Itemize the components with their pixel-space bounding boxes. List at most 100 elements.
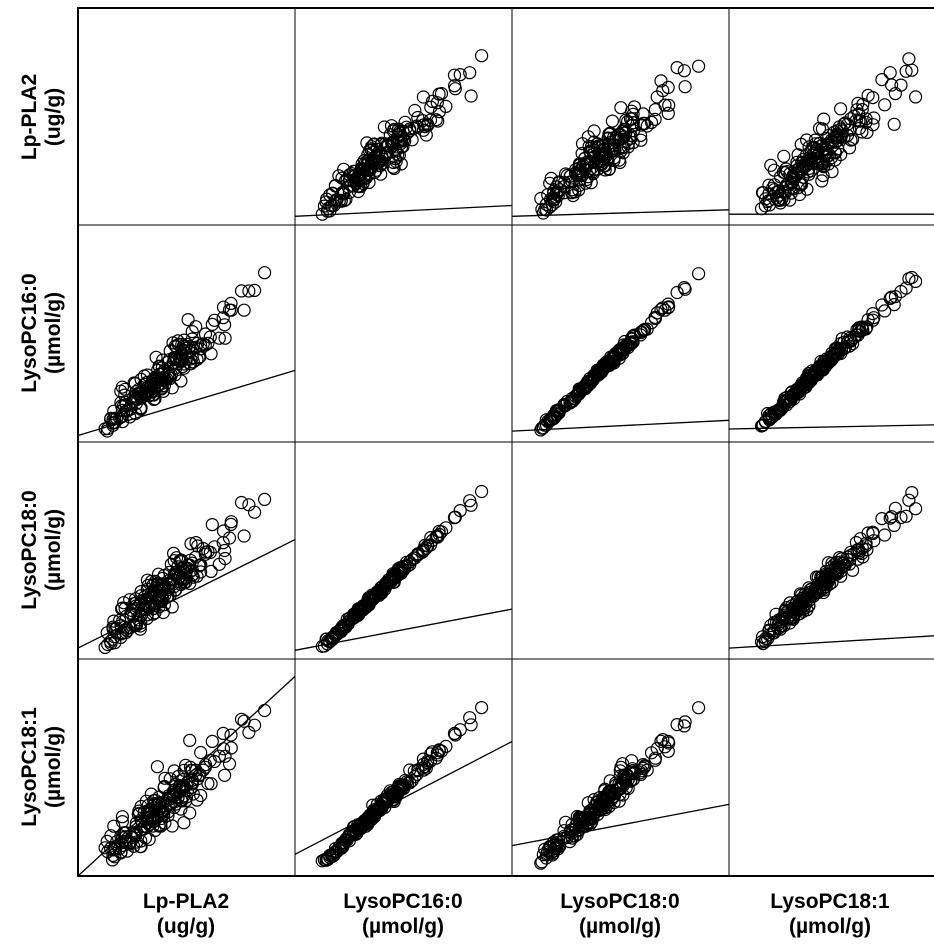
data-point — [563, 396, 577, 410]
fit-line-r2-c1 — [294, 608, 513, 651]
data-point — [833, 102, 848, 116]
data-point — [100, 626, 114, 640]
data-point — [590, 141, 604, 155]
data-point — [790, 594, 804, 609]
col-label-lysopc180-unit: (µmol/g) — [579, 915, 661, 938]
data-point — [618, 124, 632, 138]
data-point — [475, 49, 489, 63]
data-point — [439, 521, 453, 535]
data-point — [205, 517, 219, 532]
data-point — [627, 328, 642, 342]
col-label-lysopc180-name: LysoPC18:0 — [560, 890, 679, 913]
data-point — [416, 752, 430, 766]
panel-points-r0-c3 — [754, 52, 923, 216]
data-point — [633, 128, 648, 142]
data-point — [463, 494, 477, 508]
panel-r1-c1 — [294, 224, 513, 443]
data-point — [398, 560, 412, 574]
data-point — [184, 537, 198, 551]
data-point — [786, 602, 800, 616]
data-point — [607, 350, 621, 364]
data-point — [323, 188, 337, 202]
data-point — [670, 60, 684, 75]
data-point — [809, 151, 823, 165]
fit-line-r0-c2 — [511, 209, 730, 217]
data-point — [224, 741, 238, 755]
data-point — [475, 700, 489, 715]
data-point — [194, 558, 208, 572]
panel-r3-c1 — [294, 658, 513, 877]
data-point — [212, 557, 226, 571]
data-point — [677, 64, 691, 78]
data-point — [627, 767, 642, 781]
data-point — [607, 786, 621, 800]
data-point — [388, 152, 403, 166]
data-point — [636, 107, 650, 121]
data-point — [401, 776, 415, 791]
data-point — [128, 377, 142, 391]
data-point — [654, 734, 668, 748]
data-point — [851, 542, 866, 556]
data-point — [780, 600, 794, 615]
data-point — [650, 741, 664, 756]
data-point — [539, 851, 553, 865]
data-point — [191, 336, 205, 350]
data-point — [777, 398, 791, 412]
data-point — [549, 837, 564, 852]
data-point — [578, 151, 592, 165]
fit-line-r3-c0 — [77, 675, 296, 877]
data-point — [158, 771, 172, 785]
data-point — [795, 595, 809, 610]
data-point — [430, 529, 444, 543]
data-point — [832, 120, 847, 134]
data-point — [141, 380, 155, 394]
data-point — [198, 327, 213, 341]
data-point — [464, 89, 478, 103]
data-point — [539, 197, 553, 211]
data-point — [144, 591, 158, 605]
fit-line-r0-c1 — [294, 204, 513, 217]
data-point — [853, 114, 868, 128]
data-point — [151, 363, 165, 377]
data-point — [319, 632, 333, 646]
data-point — [123, 410, 137, 424]
data-point — [425, 94, 439, 109]
data-point — [123, 593, 137, 607]
data-point — [804, 144, 818, 159]
data-point — [905, 270, 919, 285]
data-point — [764, 158, 778, 172]
data-point — [463, 711, 477, 725]
data-point — [375, 150, 389, 164]
data-point — [408, 103, 422, 118]
data-point — [691, 267, 706, 281]
data-point — [792, 187, 807, 202]
data-point — [363, 807, 378, 822]
data-point — [670, 285, 684, 300]
data-point — [448, 728, 462, 742]
data-point — [592, 363, 607, 377]
data-point — [144, 380, 158, 394]
data-point — [600, 359, 614, 373]
data-point — [416, 90, 430, 104]
data-point — [777, 149, 791, 163]
data-point — [362, 594, 376, 608]
data-point — [389, 144, 403, 158]
data-point — [866, 525, 880, 539]
panel-points-r3-c0 — [98, 703, 272, 867]
data-point — [107, 819, 121, 833]
data-point — [100, 834, 114, 849]
fit-line-r3-c1 — [294, 740, 513, 855]
data-point — [851, 107, 866, 121]
data-point — [633, 766, 648, 780]
data-point — [844, 112, 858, 126]
data-point — [326, 186, 340, 200]
data-point — [169, 361, 183, 375]
data-point — [902, 493, 916, 507]
data-point — [888, 290, 903, 304]
data-point — [167, 546, 181, 561]
row-labels: Lp-PLA2 (ug/g) LysoPC16:0 (µmol/g) LysoP… — [18, 74, 65, 827]
data-point — [423, 754, 438, 768]
data-point — [584, 140, 599, 154]
data-point — [134, 799, 148, 814]
data-point — [398, 115, 412, 129]
